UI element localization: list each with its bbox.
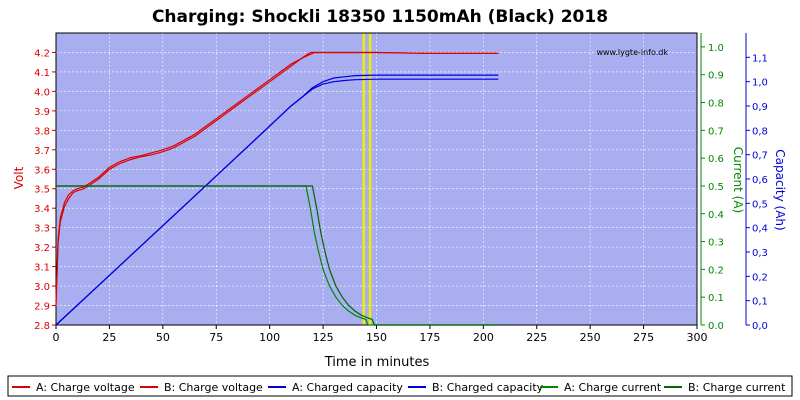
legend-label: A: Charged capacity (292, 381, 403, 394)
capacity-tick-label: 0,4 (752, 224, 768, 235)
current-tick-label: 0.3 (708, 238, 724, 249)
current-tick-label: 1.0 (708, 43, 724, 54)
volt-tick-label: 3.7 (34, 146, 50, 157)
capacity-tick-label: 1,1 (752, 53, 768, 64)
x-tick-label: 275 (633, 331, 654, 344)
x-tick-label: 75 (209, 331, 223, 344)
legend: A: Charge voltage B: Charge voltage A: Cha… (7, 375, 793, 397)
volt-tick-label: 4.0 (34, 87, 50, 98)
current-tick-label: 0.6 (708, 154, 724, 165)
capacity-tick-label: 0,6 (752, 175, 768, 186)
x-tick-label: 25 (102, 331, 116, 344)
volt-tick-label: 3.0 (34, 282, 50, 293)
current-tick-label: 0.7 (708, 126, 724, 137)
series-line-4 (55, 74, 499, 326)
capacity-tick-label: 0,3 (752, 248, 768, 259)
capacity-tick-label: 0,5 (752, 199, 768, 210)
current-tick-label: 0.4 (708, 210, 724, 221)
series-line-5 (56, 185, 499, 326)
capacity-tick-label: 0,1 (752, 297, 768, 308)
volt-tick-label: 3.8 (34, 126, 50, 137)
current-tick-label: 0.9 (708, 71, 724, 82)
capacity-tick-label: 0,7 (752, 151, 768, 162)
axes: 0 25 50 75 100 125 150 175 200 225 250 275 300 2.8 2.9… (34, 32, 768, 344)
x-tick-label: 150 (366, 331, 387, 344)
volt-tick-label: 3.1 (34, 263, 50, 274)
chart-title: Charging: Shockli 18350 1150mAh (Black) … (152, 7, 608, 27)
legend-label: B: Charge current (688, 381, 786, 394)
x-tick-label: 225 (526, 331, 547, 344)
volt-tick-label: 3.3 (34, 224, 50, 235)
volt-tick-label: 2.9 (34, 302, 50, 313)
y-axis-label-capacity: Capacity (Ah) (773, 149, 787, 230)
series-line-2 (55, 51, 499, 302)
x-tick-label: 125 (313, 331, 334, 344)
capacity-tick-label: 0,8 (752, 126, 768, 137)
volt-tick-label: 2.8 (34, 321, 50, 332)
x-tick-label: 175 (419, 331, 440, 344)
series-group (55, 51, 499, 326)
volt-tick-label: 4.1 (34, 68, 50, 79)
current-tick-label: 0.5 (708, 182, 724, 193)
volt-tick-label: 3.9 (34, 107, 50, 118)
x-tick-label: 50 (156, 331, 170, 344)
current-tick-label: 0.0 (708, 321, 724, 332)
current-tick-label: 0.1 (708, 293, 724, 304)
legend-label: A: Charge voltage (36, 381, 135, 394)
volt-tick-label: 4.2 (34, 48, 50, 59)
legend-label: B: Charged capacity (432, 381, 544, 394)
x-axis-label: Time in minutes (324, 355, 430, 370)
x-tick-label: 0 (53, 331, 60, 344)
x-tick-label: 250 (580, 331, 601, 344)
capacity-tick-label: 0,9 (752, 102, 768, 113)
volt-tick-label: 3.4 (34, 204, 50, 215)
y-axis-label-volt: Volt (12, 166, 26, 189)
legend-label: B: Charge voltage (164, 381, 263, 394)
current-tick-label: 0.8 (708, 99, 724, 110)
legend-label: A: Charge current (564, 381, 662, 394)
x-tick-label: 100 (259, 331, 280, 344)
current-tick-label: 0.2 (708, 265, 724, 276)
volt-tick-label: 3.5 (34, 185, 50, 196)
legend-box (7, 375, 793, 397)
capacity-tick-label: 1,0 (752, 78, 768, 89)
capacity-tick-label: 0,2 (752, 272, 768, 283)
series-line-6 (56, 185, 499, 326)
x-tick-label: 300 (687, 331, 708, 344)
volt-tick-label: 3.2 (34, 243, 50, 254)
watermark: www.lygte-info.dk (596, 48, 668, 57)
capacity-tick-label: 0,0 (752, 321, 768, 332)
y-axis-label-current: Current (A) (731, 147, 745, 213)
volt-tick-label: 3.6 (34, 165, 50, 176)
x-tick-label: 200 (473, 331, 494, 344)
plot-area (55, 33, 698, 326)
